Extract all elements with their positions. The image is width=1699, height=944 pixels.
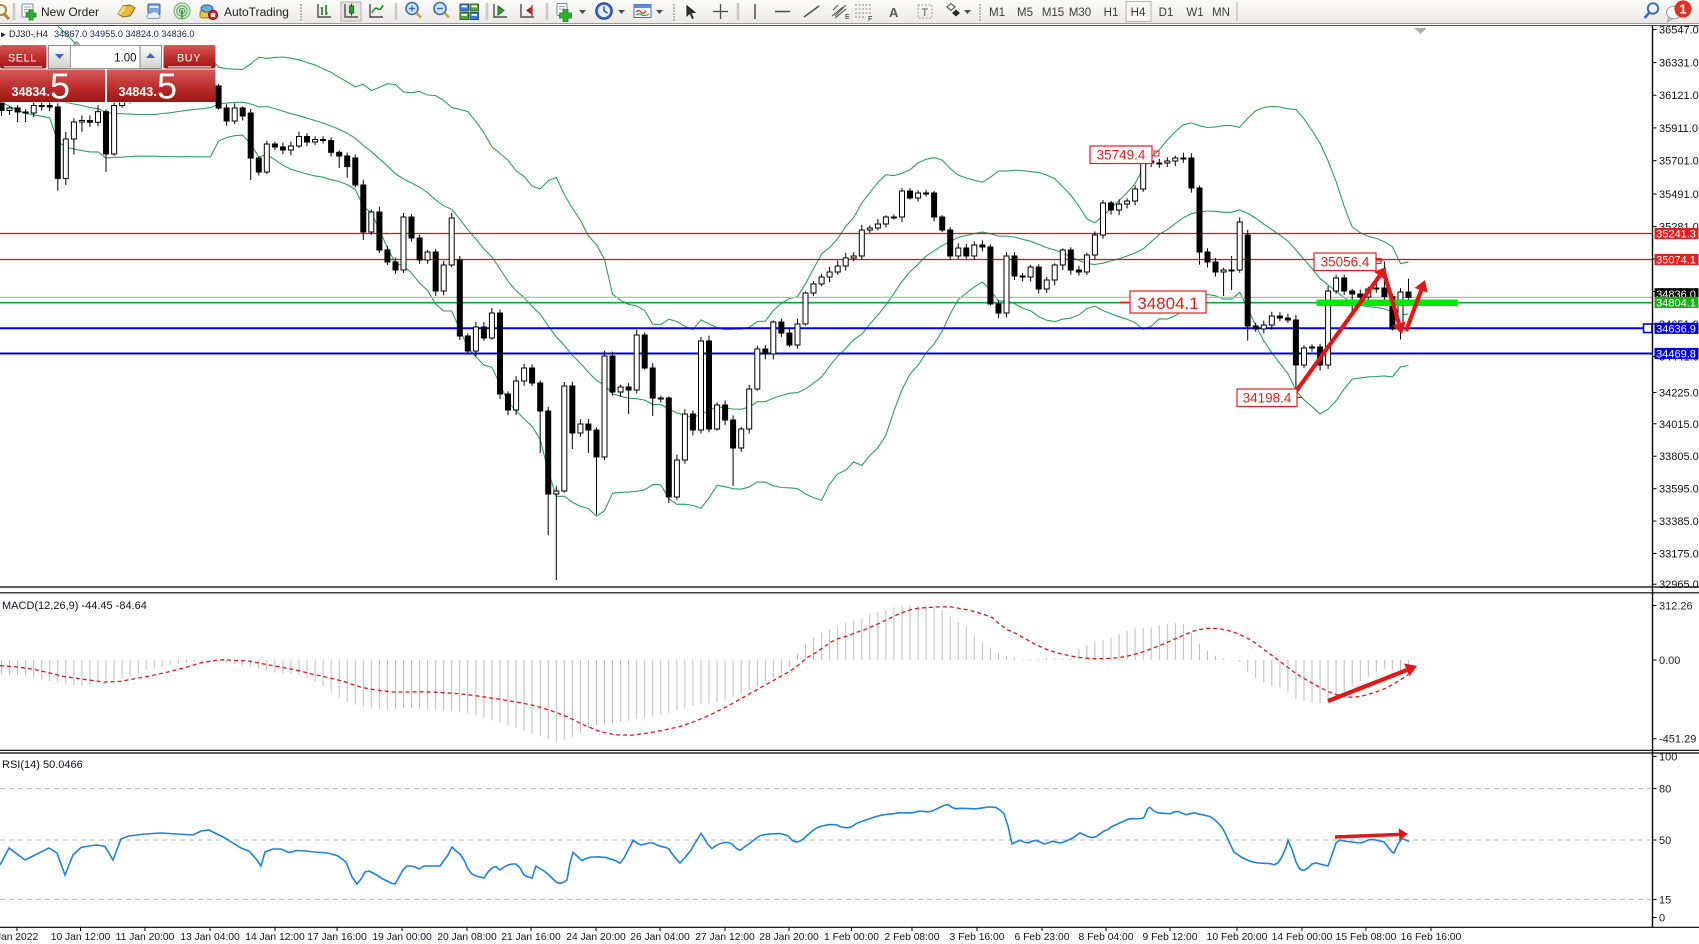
svg-text:1: 1: [1679, 2, 1686, 17]
svg-text:34804.1: 34804.1: [1137, 294, 1198, 313]
svg-text:34225.0: 34225.0: [1659, 388, 1699, 400]
svg-text:Jan 2022: Jan 2022: [0, 932, 38, 943]
svg-text:H4: H4: [1131, 7, 1146, 19]
svg-text:MN: MN: [1212, 7, 1230, 19]
svg-text:35491.0: 35491.0: [1659, 189, 1699, 201]
svg-text:34843: 34843: [119, 85, 154, 99]
svg-text:New Order: New Order: [41, 5, 99, 19]
svg-text:20 Jan 08:00: 20 Jan 08:00: [437, 932, 497, 943]
svg-text:T: T: [922, 7, 929, 19]
svg-text:RSI(14) 50.0466: RSI(14) 50.0466: [2, 759, 83, 771]
svg-text:34469.8: 34469.8: [1656, 349, 1696, 361]
svg-text:.: .: [47, 85, 50, 99]
svg-text:17 Jan 16:00: 17 Jan 16:00: [307, 932, 367, 943]
svg-text:34834: 34834: [12, 85, 47, 99]
svg-text:33175.0: 33175.0: [1659, 549, 1699, 561]
svg-text:2 Feb 08:00: 2 Feb 08:00: [885, 932, 940, 943]
svg-text:50: 50: [1659, 835, 1671, 847]
svg-text:8 Feb 04:00: 8 Feb 04:00: [1079, 932, 1134, 943]
svg-text:M30: M30: [1069, 7, 1091, 19]
svg-text:5: 5: [157, 66, 177, 107]
svg-text:M5: M5: [1017, 7, 1033, 19]
svg-text:BUY: BUY: [177, 53, 201, 65]
svg-text:28 Jan 20:00: 28 Jan 20:00: [759, 932, 819, 943]
svg-text:16 Feb 16:00: 16 Feb 16:00: [1401, 932, 1462, 943]
svg-text:.: .: [154, 85, 157, 99]
svg-text:14 Jan 12:00: 14 Jan 12:00: [245, 932, 305, 943]
svg-text:10 Jan 12:00: 10 Jan 12:00: [51, 932, 111, 943]
svg-text:14 Feb 00:00: 14 Feb 00:00: [1272, 932, 1333, 943]
svg-text:34015.0: 34015.0: [1659, 419, 1699, 431]
svg-text:35749.4: 35749.4: [1097, 148, 1146, 163]
svg-text:13 Jan 04:00: 13 Jan 04:00: [180, 932, 240, 943]
svg-text:34198.4: 34198.4: [1243, 391, 1292, 406]
svg-text:312.26: 312.26: [1659, 601, 1693, 613]
svg-text:36331.0: 36331.0: [1659, 58, 1699, 70]
svg-text:M1: M1: [989, 7, 1005, 19]
svg-text:32965.0: 32965.0: [1659, 579, 1699, 591]
svg-text:9 Feb 12:00: 9 Feb 12:00: [1143, 932, 1198, 943]
svg-text:H1: H1: [1104, 7, 1119, 19]
svg-text:36121.0: 36121.0: [1659, 90, 1699, 102]
svg-text:D1: D1: [1159, 7, 1174, 19]
svg-text:DJ30-,H4: DJ30-,H4: [9, 29, 48, 39]
svg-text:36547.0: 36547.0: [1659, 25, 1699, 37]
svg-text:35074.1: 35074.1: [1656, 255, 1696, 267]
svg-text:21 Jan 16:00: 21 Jan 16:00: [501, 932, 561, 943]
svg-text:35056.4: 35056.4: [1321, 255, 1370, 270]
svg-text:33385.0: 33385.0: [1659, 516, 1699, 528]
svg-text:35701.0: 35701.0: [1659, 156, 1699, 168]
svg-text:1.00: 1.00: [114, 52, 136, 64]
svg-text:5: 5: [50, 66, 70, 107]
svg-text:24 Jan 20:00: 24 Jan 20:00: [566, 932, 626, 943]
svg-text:6 Feb 23:00: 6 Feb 23:00: [1015, 932, 1070, 943]
svg-text:A: A: [889, 5, 899, 20]
svg-text:34867.0 34955.0 34824.0 34836.: 34867.0 34955.0 34824.0 34836.0: [54, 29, 195, 39]
svg-text:26 Jan 04:00: 26 Jan 04:00: [630, 932, 690, 943]
svg-text:33595.0: 33595.0: [1659, 484, 1699, 496]
svg-text:MACD(12,26,9) -44.45 -84.64: MACD(12,26,9) -44.45 -84.64: [2, 600, 147, 612]
svg-text:35241.3: 35241.3: [1656, 229, 1696, 241]
svg-text:W1: W1: [1186, 7, 1203, 19]
svg-text:34636.9: 34636.9: [1656, 323, 1696, 335]
svg-text:33805.0: 33805.0: [1659, 451, 1699, 463]
svg-text:AutoTrading: AutoTrading: [224, 5, 289, 19]
svg-text:19 Jan 00:00: 19 Jan 00:00: [372, 932, 432, 943]
svg-text:11 Jan 20:00: 11 Jan 20:00: [116, 932, 175, 943]
svg-text:3 Feb 16:00: 3 Feb 16:00: [950, 932, 1005, 943]
svg-text:F: F: [868, 16, 872, 23]
svg-text:-451.29: -451.29: [1659, 734, 1696, 746]
svg-text:100: 100: [1659, 752, 1677, 764]
svg-text:0: 0: [1659, 913, 1665, 925]
svg-text:15: 15: [1659, 894, 1671, 906]
svg-text:35911.0: 35911.0: [1659, 123, 1698, 135]
svg-text:15 Feb 08:00: 15 Feb 08:00: [1336, 932, 1397, 943]
svg-text:10 Feb 20:00: 10 Feb 20:00: [1207, 932, 1268, 943]
svg-text:0.00: 0.00: [1659, 655, 1680, 667]
svg-text:E: E: [845, 14, 850, 21]
svg-text:M15: M15: [1042, 7, 1064, 19]
svg-text:1 Feb 00:00: 1 Feb 00:00: [824, 932, 879, 943]
svg-text:SELL: SELL: [8, 53, 37, 65]
svg-text:80: 80: [1659, 784, 1671, 796]
svg-text:27 Jan 12:00: 27 Jan 12:00: [695, 932, 755, 943]
svg-text:34804.1: 34804.1: [1656, 297, 1696, 309]
